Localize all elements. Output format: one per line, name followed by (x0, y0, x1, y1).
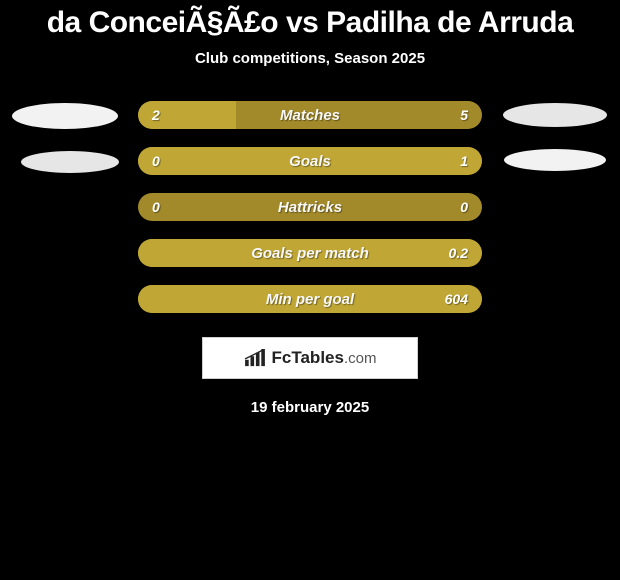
page-title: da ConceiÃ§Ã£o vs Padilha de Arruda (0, 6, 620, 40)
stat-bar: 0Hattricks0 (138, 193, 482, 221)
avatar-placeholder (503, 103, 607, 127)
subtitle: Club competitions, Season 2025 (0, 50, 620, 67)
avatar-placeholder (12, 103, 118, 129)
bar-label: Goals (138, 153, 482, 170)
bar-value-right: 5 (460, 107, 468, 123)
avatar-placeholder (21, 151, 119, 173)
logo-suffix: .com (344, 350, 377, 367)
logo-box[interactable]: FcTables.com (202, 337, 418, 379)
bar-value-right: 604 (445, 291, 468, 307)
left-avatar-col (10, 101, 120, 195)
bar-label: Hattricks (138, 199, 482, 216)
bar-label: Matches (138, 107, 482, 124)
stat-bar: Min per goal604 (138, 285, 482, 313)
stat-bar: 0Goals1 (138, 147, 482, 175)
stat-bars: 2Matches50Goals10Hattricks0Goals per mat… (138, 101, 482, 313)
stat-bar: 2Matches5 (138, 101, 482, 129)
comparison-widget: da ConceiÃ§Ã£o vs Padilha de Arruda Club… (0, 0, 620, 416)
right-avatar-col (500, 101, 610, 193)
bar-value-right: 1 (460, 153, 468, 169)
stat-bar: Goals per match0.2 (138, 239, 482, 267)
date-label: 19 february 2025 (0, 399, 620, 416)
bar-value-right: 0.2 (449, 245, 468, 261)
bar-value-right: 0 (460, 199, 468, 215)
main-row: 2Matches50Goals10Hattricks0Goals per mat… (0, 101, 620, 313)
bar-label: Min per goal (138, 291, 482, 308)
logo-text: FcTables.com (272, 348, 377, 368)
logo-main: FcTables (272, 348, 344, 367)
avatar-placeholder (504, 149, 606, 171)
bar-label: Goals per match (138, 245, 482, 262)
bars-icon (244, 349, 266, 367)
